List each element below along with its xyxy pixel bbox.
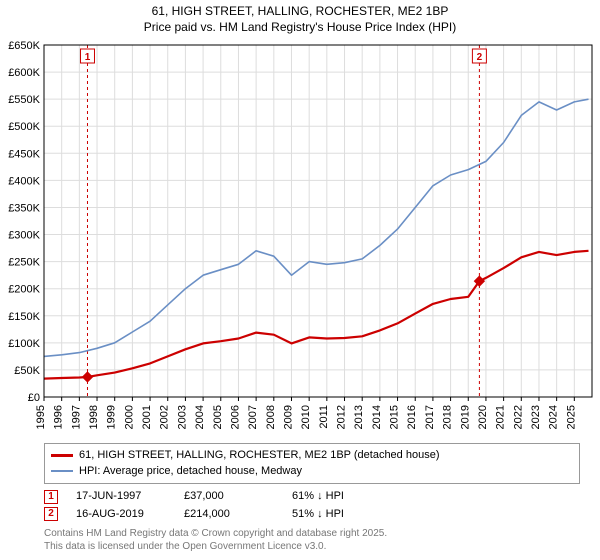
svg-text:£100K: £100K [8,338,40,350]
footer-line-1: Contains HM Land Registry data © Crown c… [44,527,580,540]
svg-text:2019: 2019 [459,405,471,429]
svg-text:2024: 2024 [548,405,560,429]
svg-text:1997: 1997 [70,405,82,429]
svg-text:2016: 2016 [406,405,418,429]
legend: 61, HIGH STREET, HALLING, ROCHESTER, ME2… [44,443,580,484]
svg-text:1995: 1995 [35,405,47,429]
legend-item: 61, HIGH STREET, HALLING, ROCHESTER, ME2… [51,448,573,463]
svg-text:2010: 2010 [300,405,312,429]
event-badge: 2 [44,507,58,521]
svg-text:2: 2 [477,52,483,63]
event-row: 1 17-JUN-1997 £37,000 61% ↓ HPI [44,488,580,506]
legend-swatch [51,470,73,472]
svg-text:1998: 1998 [88,405,100,429]
svg-text:2007: 2007 [247,405,259,429]
svg-text:2017: 2017 [424,405,436,429]
svg-text:2020: 2020 [477,405,489,429]
svg-text:2014: 2014 [371,405,383,429]
event-price: £214,000 [184,506,274,524]
title-line-1: 61, HIGH STREET, HALLING, ROCHESTER, ME2… [0,4,600,20]
footer-line-2: This data is licensed under the Open Gov… [44,540,580,553]
legend-label: 61, HIGH STREET, HALLING, ROCHESTER, ME2… [79,448,440,463]
legend-label: HPI: Average price, detached house, Medw… [79,464,302,479]
legend-item: HPI: Average price, detached house, Medw… [51,464,573,479]
svg-text:2008: 2008 [265,405,277,429]
svg-text:£550K: £550K [8,94,40,106]
svg-text:£0: £0 [28,392,40,404]
svg-text:2001: 2001 [141,405,153,429]
svg-text:£450K: £450K [8,148,40,160]
svg-text:2000: 2000 [123,405,135,429]
event-date: 17-JUN-1997 [76,488,166,506]
svg-text:2015: 2015 [389,405,401,429]
line-chart-svg: £0 £50K £100K £150K £200K £250K £300K £350K £400… [0,37,600,437]
svg-text:£500K: £500K [8,121,40,133]
svg-text:2005: 2005 [212,405,224,429]
svg-text:2012: 2012 [336,405,348,429]
svg-text:2022: 2022 [512,405,524,429]
svg-text:1996: 1996 [53,405,65,429]
event-badge: 1 [44,490,58,504]
svg-text:£350K: £350K [8,203,40,215]
footer: Contains HM Land Registry data © Crown c… [44,527,580,553]
svg-text:2025: 2025 [565,405,577,429]
svg-text:2002: 2002 [159,405,171,429]
title-line-2: Price paid vs. HM Land Registry's House … [0,20,600,36]
svg-text:2023: 2023 [530,405,542,429]
svg-text:£50K: £50K [14,365,40,377]
chart-header: 61, HIGH STREET, HALLING, ROCHESTER, ME2… [0,0,600,37]
svg-text:£150K: £150K [8,311,40,323]
events-table: 1 17-JUN-1997 £37,000 61% ↓ HPI 2 16-AUG… [44,488,580,523]
svg-text:£400K: £400K [8,176,40,188]
svg-text:£250K: £250K [8,257,40,269]
svg-text:2013: 2013 [353,405,365,429]
svg-text:2006: 2006 [229,405,241,429]
svg-text:£600K: £600K [8,67,40,79]
event-row: 2 16-AUG-2019 £214,000 51% ↓ HPI [44,506,580,524]
svg-text:2021: 2021 [495,405,507,429]
svg-text:1: 1 [85,52,91,63]
svg-text:1999: 1999 [106,405,118,429]
event-delta: 61% ↓ HPI [292,488,382,506]
event-delta: 51% ↓ HPI [292,506,382,524]
svg-text:£650K: £650K [8,40,40,52]
svg-text:2003: 2003 [176,405,188,429]
svg-text:£200K: £200K [8,284,40,296]
svg-text:2018: 2018 [442,405,454,429]
event-price: £37,000 [184,488,274,506]
svg-text:£300K: £300K [8,230,40,242]
chart-area: £0 £50K £100K £150K £200K £250K £300K £350K £400… [0,37,600,437]
svg-text:2011: 2011 [318,405,330,429]
svg-text:2004: 2004 [194,405,206,429]
svg-text:2009: 2009 [282,405,294,429]
event-date: 16-AUG-2019 [76,506,166,524]
legend-swatch [51,454,73,457]
